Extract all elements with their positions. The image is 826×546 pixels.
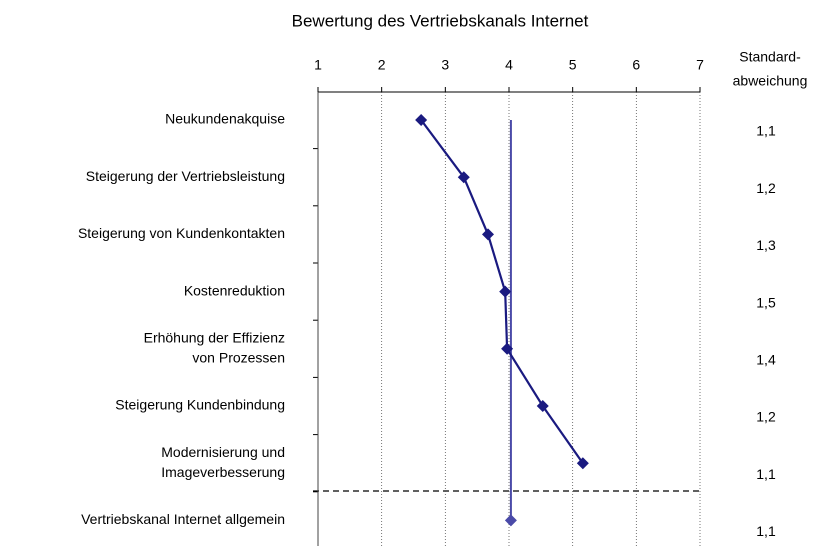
category-label: Vertriebskanal Internet allgemein (81, 511, 285, 527)
category-label: Steigerung Kundenbindung (115, 397, 285, 413)
std-dev-label: 1,5 (756, 294, 776, 310)
category-label: Steigerung der Vertriebsleistung (86, 168, 285, 184)
column-header: abweichung (733, 73, 808, 89)
x-tick-label: 1 (314, 57, 322, 73)
x-tick-label: 6 (632, 57, 640, 73)
marker (536, 400, 549, 412)
category-label: Modernisierung und (161, 444, 285, 460)
marker (415, 114, 428, 126)
std-dev-label: 1,1 (756, 466, 776, 482)
category-label: von Prozessen (192, 350, 285, 366)
std-dev-label: 1,2 (756, 409, 776, 425)
x-tick-label: 2 (378, 57, 386, 73)
marker (576, 457, 589, 470)
x-tick-label: 7 (696, 57, 704, 73)
std-dev-label: 1,2 (756, 180, 776, 196)
category-label: Erhöhung der Effizienz (144, 330, 285, 346)
column-header: Standard- (739, 49, 801, 65)
category-label: Neukundenakquise (165, 111, 285, 127)
marker (457, 171, 470, 184)
x-tick-label: 4 (505, 57, 513, 73)
category-label: Imageverbesserung (161, 464, 285, 480)
x-tick-label: 3 (441, 57, 449, 73)
marker (481, 228, 494, 241)
std-dev-label: 1,3 (756, 237, 776, 253)
marker (499, 285, 512, 298)
chart-title: Bewertung des Vertriebskanals Internet (292, 11, 589, 30)
std-dev-label: 1,1 (756, 523, 776, 539)
marker (504, 514, 517, 527)
std-dev-label: 1,4 (756, 352, 776, 368)
x-tick-label: 5 (569, 57, 577, 73)
std-dev-label: 1,1 (756, 123, 776, 139)
marker (501, 342, 514, 355)
category-label: Steigerung von Kundenkontakten (78, 225, 285, 241)
category-label: Kostenreduktion (184, 282, 285, 298)
